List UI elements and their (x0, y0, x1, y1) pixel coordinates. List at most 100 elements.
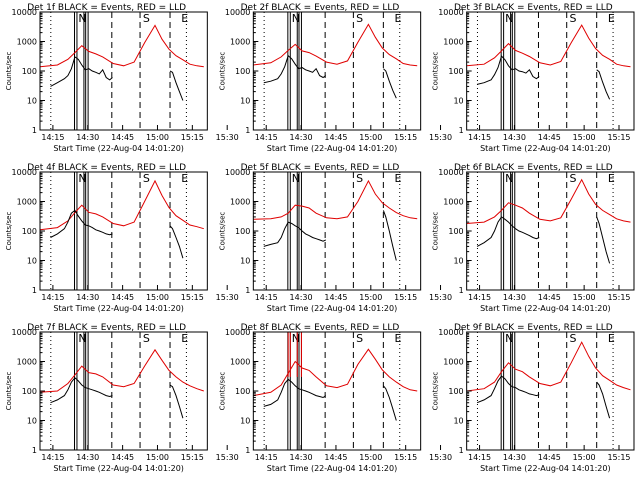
series-events-line-0 (50, 377, 113, 404)
y-tick-label-2: 100 (235, 227, 250, 236)
plot-frame (39, 171, 208, 291)
y-tick-label-3: 1000 (230, 38, 250, 47)
series-lld-line-0 (253, 179, 418, 220)
flag-letter-s: S (143, 12, 150, 25)
x-tick-label-0: 14:15 (255, 453, 278, 462)
x-tick-label-3: 15:00 (359, 293, 382, 302)
y-tick-label-0: 1 (245, 126, 250, 135)
series-events-line-0 (263, 221, 327, 247)
y-tick-label-0: 1 (459, 126, 464, 135)
series-lld-line-0 (39, 348, 204, 393)
x-tick-label-3: 15:00 (359, 133, 382, 142)
y-tick-label-2: 100 (22, 67, 37, 76)
x-tick-label-4: 15:15 (607, 133, 630, 142)
series-events-line-1 (596, 216, 611, 264)
x-tick-label-2: 14:45 (538, 293, 561, 302)
panel-title: Det 9f BLACK = Events, RED = LLD (454, 323, 613, 333)
x-tick-label-0: 14:15 (41, 293, 64, 302)
flag-letter-s: S (143, 172, 150, 185)
y-tick-label-0: 1 (459, 446, 464, 455)
x-tick-label-2: 14:45 (324, 453, 347, 462)
y-tick-label-0: 1 (245, 446, 250, 455)
y-tick-label-3: 1000 (230, 358, 250, 367)
plot-frame (39, 331, 208, 451)
x-tick-label-1: 14:30 (503, 133, 526, 142)
x-tick-label-1: 14:30 (290, 293, 313, 302)
flag-letter-e: E (395, 12, 402, 25)
y-tick-label-3: 1000 (17, 198, 37, 207)
y-tick-label-0: 1 (459, 286, 464, 295)
series-events-line-1 (596, 69, 611, 100)
flag-letter-s: S (356, 332, 363, 345)
x-tick-label-1: 14:30 (503, 293, 526, 302)
x-axis-label: Start Time (22-Aug-04 14:01:20) (480, 464, 611, 473)
flag-letter-s: S (569, 12, 576, 25)
flag-letter-s: S (356, 12, 363, 25)
flag-letter-s: S (356, 172, 363, 185)
x-tick-label-3: 15:00 (146, 133, 169, 142)
x-tick-label-0: 14:15 (255, 133, 278, 142)
series-lld-line-0 (253, 23, 418, 67)
y-tick-label-2: 100 (448, 387, 463, 396)
y-tick-label-4: 10000 (225, 8, 250, 17)
y-tick-label-1: 10 (453, 257, 463, 266)
x-tick-label-2: 14:45 (324, 133, 347, 142)
x-tick-label-1: 14:30 (503, 453, 526, 462)
y-axis-label: Counts/sec (432, 372, 440, 411)
y-tick-label-1: 10 (27, 97, 37, 106)
y-tick-label-2: 100 (22, 387, 37, 396)
panel-title: Det 2f BLACK = Events, RED = LLD (241, 3, 400, 13)
y-tick-label-4: 10000 (12, 168, 37, 177)
x-tick-label-3: 15:00 (573, 133, 596, 142)
plot-frame (252, 171, 422, 291)
y-tick-label-4: 10000 (225, 328, 250, 337)
y-tick-label-0: 1 (32, 286, 37, 295)
series-events-line-0 (476, 375, 540, 404)
y-tick-label-0: 1 (32, 446, 37, 455)
series-events-line-0 (263, 378, 327, 407)
panel-title: Det 8f BLACK = Events, RED = LLD (241, 323, 400, 333)
y-axis-label: Counts/sec (218, 212, 226, 251)
x-axis-label: Start Time (22-Aug-04 14:01:20) (53, 144, 184, 153)
series-events-line-1 (169, 384, 184, 419)
flag-letter-n: N (292, 172, 300, 185)
panel-title: Det 5f BLACK = Events, RED = LLD (241, 163, 400, 173)
x-axis-label: Start Time (22-Aug-04 14:01:20) (267, 304, 398, 313)
series-events-line-1 (169, 70, 184, 101)
series-events-line-1 (169, 225, 184, 259)
x-axis-label: Start Time (22-Aug-04 14:01:20) (480, 144, 611, 153)
y-tick-label-3: 1000 (230, 198, 250, 207)
plot-frame (466, 11, 635, 131)
y-tick-label-2: 100 (448, 227, 463, 236)
y-tick-label-1: 10 (240, 257, 250, 266)
flag-letter-e: E (395, 332, 402, 345)
series-lld-line-0 (39, 24, 204, 68)
flag-letter-e: E (181, 172, 188, 185)
series-lld-line-0 (39, 179, 204, 231)
x-tick-label-0: 14:15 (255, 293, 278, 302)
y-tick-label-4: 10000 (438, 328, 463, 337)
x-tick-label-2: 14:45 (538, 133, 561, 142)
flag-letter-n: N (78, 12, 86, 25)
y-axis-label: Counts/sec (218, 372, 226, 411)
x-tick-label-5: 15:30 (216, 133, 239, 142)
x-tick-label-1: 14:30 (290, 133, 313, 142)
x-tick-label-5: 15:30 (429, 453, 452, 462)
flag-letter-e: E (608, 332, 615, 345)
flag-letter-n: N (505, 332, 513, 345)
series-lld-line-0 (466, 341, 631, 392)
y-tick-label-3: 1000 (443, 198, 463, 207)
y-tick-label-1: 10 (27, 257, 37, 266)
x-tick-label-0: 14:15 (468, 133, 491, 142)
x-tick-label-4: 15:15 (394, 293, 417, 302)
series-events-line-1 (383, 68, 397, 99)
panel-title: Det 3f BLACK = Events, RED = LLD (454, 3, 613, 13)
y-tick-label-3: 1000 (17, 358, 37, 367)
flag-letter-n: N (292, 332, 300, 345)
